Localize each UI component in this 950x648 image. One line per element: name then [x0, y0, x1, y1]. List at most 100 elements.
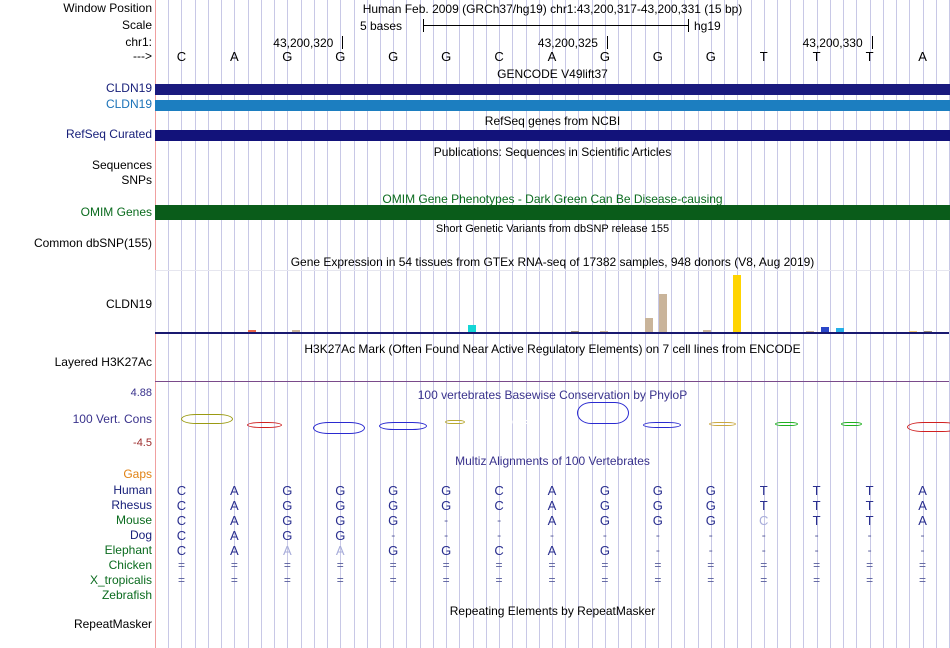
label-phylop-track[interactable]: 100 Vert. Cons: [72, 412, 152, 426]
phylop-conservation-glyph[interactable]: [445, 420, 465, 424]
alignment-base: G: [335, 528, 346, 543]
phylop-conservation-glyph[interactable]: [313, 422, 365, 434]
alignment-base: -: [655, 543, 660, 557]
alignment-base: =: [389, 573, 397, 587]
ruler-base: G: [388, 49, 399, 64]
alignment-base: A: [230, 498, 239, 513]
alignment-base: =: [389, 558, 397, 572]
omim-gene-bar[interactable]: [155, 205, 950, 220]
alignment-species-label[interactable]: Elephant: [104, 543, 152, 557]
gtex-tissue-bar[interactable]: [835, 327, 844, 333]
scale-bar-line: [423, 25, 688, 26]
alignment-base: =: [760, 573, 768, 587]
alignment-species-label[interactable]: Chicken: [108, 558, 152, 572]
alignment-base: G: [599, 483, 610, 498]
label-gencode-gene-1[interactable]: CLDN19: [105, 81, 152, 95]
alignment-base: =: [442, 573, 450, 587]
gtex-tissue-bar[interactable]: [821, 327, 830, 333]
track-label-column: Window Position Scale chr1: ---> CLDN19 …: [0, 0, 155, 648]
label-window-position: Window Position: [63, 1, 152, 15]
label-gtex-gene[interactable]: CLDN19: [105, 297, 152, 311]
alignment-base: G: [652, 498, 663, 513]
label-common-dbsnp[interactable]: Common dbSNP(155): [33, 236, 152, 250]
label-layered-h3k27ac[interactable]: Layered H3K27Ac: [54, 355, 152, 369]
alignment-base: A: [230, 543, 239, 558]
alignment-base: T: [865, 498, 874, 513]
label-snps[interactable]: SNPs: [121, 173, 152, 187]
gtex-tissue-bar[interactable]: [468, 325, 477, 333]
alignment-base: T: [759, 483, 768, 498]
phylop-conservation-glyph[interactable]: [379, 422, 427, 431]
alignment-base: C: [176, 513, 187, 528]
ruler-base: G: [441, 49, 452, 64]
alignment-base: G: [388, 513, 399, 528]
gtex-tissue-bar[interactable]: [644, 318, 653, 333]
alignment-base: A: [918, 498, 927, 513]
gtex-chart-area[interactable]: [155, 270, 950, 333]
alignment-species-label[interactable]: Mouse: [115, 513, 152, 527]
phylop-conservation-glyph[interactable]: [643, 422, 682, 429]
refseq-gene-bar[interactable]: [155, 130, 950, 141]
phylop-conservation-glyph[interactable]: [907, 422, 950, 432]
gtex-tissue-bar[interactable]: [703, 330, 712, 333]
gtex-tissue-bar[interactable]: [291, 330, 300, 333]
phylop-conservation-glyphs[interactable]: [155, 400, 950, 448]
ruler-base: A: [547, 49, 557, 64]
phylop-conservation-glyph[interactable]: [577, 402, 629, 424]
ruler-base: C: [176, 49, 187, 64]
alignment-base: =: [230, 558, 238, 572]
alignment-base: G: [388, 498, 399, 513]
phylop-conservation-glyph[interactable]: [841, 422, 863, 426]
alignment-base: =: [760, 558, 768, 572]
phylop-conservation-glyph[interactable]: [181, 413, 233, 424]
multiz-track-title: Multiz Alignments of 100 Vertebrates: [455, 454, 650, 468]
alignment-base: =: [866, 573, 874, 587]
phylop-conservation-glyph[interactable]: [247, 422, 283, 428]
alignment-species-label[interactable]: Zebrafish: [101, 588, 152, 602]
label-omim-genes[interactable]: OMIM Genes: [80, 205, 152, 219]
alignment-base: -: [497, 528, 502, 542]
alignment-base: G: [599, 513, 610, 528]
label-sequences[interactable]: Sequences: [91, 158, 152, 172]
alignment-base: G: [388, 543, 399, 558]
alignment-base: -: [867, 528, 872, 542]
label-scale: Scale: [121, 18, 152, 32]
alignment-species-label[interactable]: X_tropicalis: [89, 573, 152, 587]
refseq-track-title: RefSeq genes from NCBI: [484, 114, 621, 128]
gtex-tissue-bar[interactable]: [247, 329, 256, 333]
alignment-base: =: [336, 558, 344, 572]
alignment-base: =: [919, 558, 927, 572]
alignment-base: -: [391, 528, 396, 542]
alignment-base: =: [442, 558, 450, 572]
label-refseq-curated[interactable]: RefSeq Curated: [65, 127, 152, 141]
alignment-base: T: [865, 513, 874, 528]
alignment-base: T: [759, 498, 768, 513]
label-repeatmasker[interactable]: RepeatMasker: [73, 617, 152, 631]
alignment-species-label[interactable]: Rhesus: [111, 498, 152, 512]
alignment-base: -: [920, 543, 925, 557]
alignment-base: =: [601, 573, 609, 587]
alignment-base: =: [230, 573, 238, 587]
phylop-conservation-glyph[interactable]: [775, 422, 798, 426]
phylop-conservation-glyph[interactable]: [511, 420, 531, 424]
omim-track-title: OMIM Gene Phenotypes - Dark Green Can Be…: [382, 192, 723, 206]
gencode-gene-bar-1[interactable]: [155, 84, 950, 95]
scale-bar-cap-right: [688, 19, 689, 32]
alignment-base: =: [336, 573, 344, 587]
alignment-base: G: [335, 513, 346, 528]
scale-bar-cap-left: [423, 19, 424, 32]
label-chrom: chr1:: [125, 35, 152, 49]
phylop-conservation-glyph[interactable]: [709, 422, 737, 426]
gencode-gene-bar-2[interactable]: [155, 100, 950, 111]
dbsnp-track-title: Short Genetic Variants from dbSNP releas…: [435, 223, 670, 235]
ruler-base: G: [335, 49, 346, 64]
gtex-tissue-bar[interactable]: [732, 274, 741, 333]
alignment-species-label[interactable]: Human: [113, 483, 152, 497]
alignment-base: -: [814, 543, 819, 557]
alignment-base: =: [866, 558, 874, 572]
alignment-species-label[interactable]: Dog: [129, 528, 152, 542]
alignment-base: G: [599, 543, 610, 558]
gtex-tissue-bar[interactable]: [659, 294, 668, 333]
label-gencode-gene-2[interactable]: CLDN19: [105, 97, 152, 111]
